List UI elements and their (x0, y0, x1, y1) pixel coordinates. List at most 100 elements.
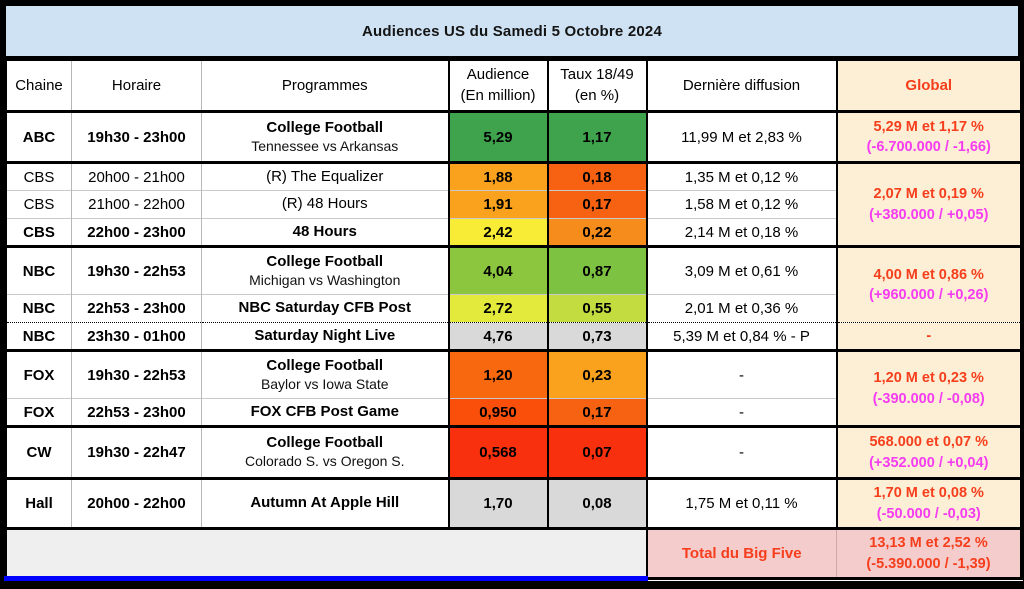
time-cell: 19h30 - 22h53 (71, 246, 202, 295)
last-broadcast-cell: 5,39 M et 0,84 % - P (646, 322, 838, 351)
last-broadcast-cell: - (646, 426, 838, 479)
global-line2: (+960.000 / +0,26) (869, 287, 989, 303)
programme-title: FOX CFB Post Game (250, 402, 399, 420)
global-line1: 5,29 M et 1,17 % (873, 118, 984, 135)
audience-cell: 1,70 (448, 478, 549, 529)
table-row: FOX 22h53 - 23h00 FOX CFB Post Game 0,950 0,… (5, 398, 1022, 427)
programme-cell: FOX CFB Post Game (201, 398, 450, 427)
global-line1: - (926, 327, 932, 344)
rating-cell: 0,08 (547, 478, 648, 529)
audience-table: Chaine Horaire Programmes Audience (En m… (4, 58, 1023, 581)
programme-title: College Football (266, 356, 384, 374)
time-cell: 22h53 - 23h00 (71, 294, 202, 323)
time-cell: 20h00 - 22h00 (71, 478, 202, 529)
programme-subtitle: Michigan vs Washington (249, 271, 401, 288)
programme-cell: Saturday Night Live (201, 322, 450, 351)
audience-cell: 1,88 (448, 162, 549, 191)
global-line1: 1,20 M et 0,23 % (873, 370, 984, 387)
programme-subtitle: Baylor vs Iowa State (260, 375, 389, 392)
global-line2: (-6.700.000 / -1,66) (866, 139, 991, 155)
last-broadcast-cell: 3,09 M et 0,61 % (646, 246, 838, 295)
footer-total-line1: 13,13 M et 2,52 % (869, 535, 988, 552)
channel-cell: CBS (5, 190, 72, 219)
global-cell: 1,20 M et 0,23 % (-390.000 / -0,08) (836, 350, 1022, 427)
channel-cell: NBC (5, 322, 72, 351)
global-line1: 568.000 et 0,07 % (869, 434, 988, 451)
programme-cell: (R) The Equalizer (201, 162, 450, 191)
channel-cell: CBS (5, 218, 72, 247)
programme-subtitle: Colorado S. vs Oregon S. (244, 453, 405, 470)
time-cell: 20h00 - 21h00 (71, 162, 202, 191)
programme-cell: (R) 48 Hours (201, 190, 450, 219)
col-header-programmes: Programmes (201, 59, 450, 112)
global-line1: 2,07 M et 0,19 % (873, 186, 984, 203)
title-bar: Audiences US du Samedi 5 Octobre 2024 (4, 4, 1020, 58)
programme-title: College Football (266, 252, 384, 270)
programme-title: Saturday Night Live (254, 326, 396, 344)
col-header-taux: Taux 18/49 (en %) (547, 59, 648, 112)
table-row: CBS 22h00 - 23h00 48 Hours 2,42 0,22 2,14 M e… (5, 218, 1022, 247)
global-cell: 5,29 M et 1,17 % (-6.700.000 / -1,66) (836, 111, 1022, 163)
programme-cell: College Football Tennessee vs Arkansas (201, 111, 450, 163)
last-broadcast-cell: - (646, 398, 838, 427)
programme-title: 48 Hours (292, 222, 357, 240)
table-row: CW 19h30 - 22h47 College Football Colorado … (5, 426, 1022, 479)
rating-cell: 0,17 (547, 398, 648, 427)
table-row: NBC 22h53 - 23h00 NBC Saturday CFB Post 2,7… (5, 294, 1022, 323)
channel-cell: ABC (5, 111, 72, 163)
programme-cell: College Football Baylor vs Iowa State (201, 350, 450, 399)
channel-cell: CBS (5, 162, 72, 191)
last-broadcast-cell: 2,14 M et 0,18 % (646, 218, 838, 247)
table-row: NBC 19h30 - 22h53 College Football Michigan… (5, 246, 1022, 323)
global-line2: (-390.000 / -0,08) (872, 390, 985, 407)
time-cell: 21h00 - 22h00 (71, 190, 202, 219)
col-header-chaine: Chaine (5, 59, 72, 112)
col-header-derniere: Dernière diffusion (646, 59, 838, 112)
table-row: ABC 19h30 - 23h00 College Football Tennesse… (5, 111, 1022, 163)
footer-total-line2: (-5.390.000 / -1,39) (866, 555, 991, 572)
time-cell: 19h30 - 23h00 (71, 111, 202, 163)
rating-cell: 0,55 (547, 294, 648, 323)
programme-cell: College Football Michigan vs Washington (201, 246, 450, 295)
audience-cell: 5,29 (448, 111, 549, 163)
rating-cell: 0,23 (547, 350, 648, 399)
time-cell: 23h30 - 01h00 (71, 322, 202, 351)
programme-cell: Autumn At Apple Hill (201, 478, 450, 529)
channel-cell: FOX (5, 398, 72, 427)
audience-cell: 1,91 (448, 190, 549, 219)
table-row: CBS 20h00 - 21h00 (R) The Equalizer 1,88 0,1… (5, 162, 1022, 247)
time-cell: 19h30 - 22h47 (71, 426, 202, 479)
programme-title: Autumn At Apple Hill (250, 494, 400, 512)
audience-cell: 1,20 (448, 350, 549, 399)
header-row: Chaine Horaire Programmes Audience (En m… (5, 59, 1022, 112)
rating-cell: 0,18 (547, 162, 648, 191)
last-broadcast-cell: 11,99 M et 2,83 % (646, 111, 838, 163)
programme-title: College Football (266, 434, 384, 452)
global-line1: 4,00 M et 0,86 % (873, 266, 984, 283)
channel-cell: NBC (5, 294, 72, 323)
programme-title: (R) 48 Hours (281, 195, 368, 213)
rating-cell: 0,22 (547, 218, 648, 247)
channel-cell: NBC (5, 246, 72, 295)
channel-cell: Hall (5, 478, 72, 529)
table-row: Hall 20h00 - 22h00 Autumn At Apple Hill 1,7… (5, 478, 1022, 529)
channel-cell: FOX (5, 350, 72, 399)
global-cell: 1,70 M et 0,08 % (-50.000 / -0,03) (836, 478, 1022, 529)
last-broadcast-cell: 1,75 M et 0,11 % (646, 478, 838, 529)
footer-total-label: Total du Big Five (646, 528, 837, 579)
rating-cell: 0,07 (547, 426, 648, 479)
table-row: NBC 23h30 - 01h00 Saturday Night Live 4,76 0… (5, 322, 1022, 351)
last-broadcast-cell: 1,58 M et 0,12 % (646, 190, 838, 219)
programme-title: NBC Saturday CFB Post (238, 299, 412, 317)
footer-row: Total du Big Five 13,13 M et 2,52 % (-5.… (5, 528, 1022, 581)
audience-cell: 4,76 (448, 322, 549, 351)
last-broadcast-cell: - (646, 350, 838, 399)
time-cell: 22h00 - 23h00 (71, 218, 202, 247)
col-header-audience: Audience (En million) (448, 59, 549, 112)
programme-cell: College Football Colorado S. vs Oregon S. (201, 426, 450, 479)
time-cell: 22h53 - 23h00 (71, 398, 202, 427)
programme-cell: 48 Hours (201, 218, 450, 247)
page-title: Audiences US du Samedi 5 Octobre 2024 (361, 22, 662, 40)
global-cell: 2,07 M et 0,19 % (+380.000 / +0,05) (836, 162, 1022, 247)
